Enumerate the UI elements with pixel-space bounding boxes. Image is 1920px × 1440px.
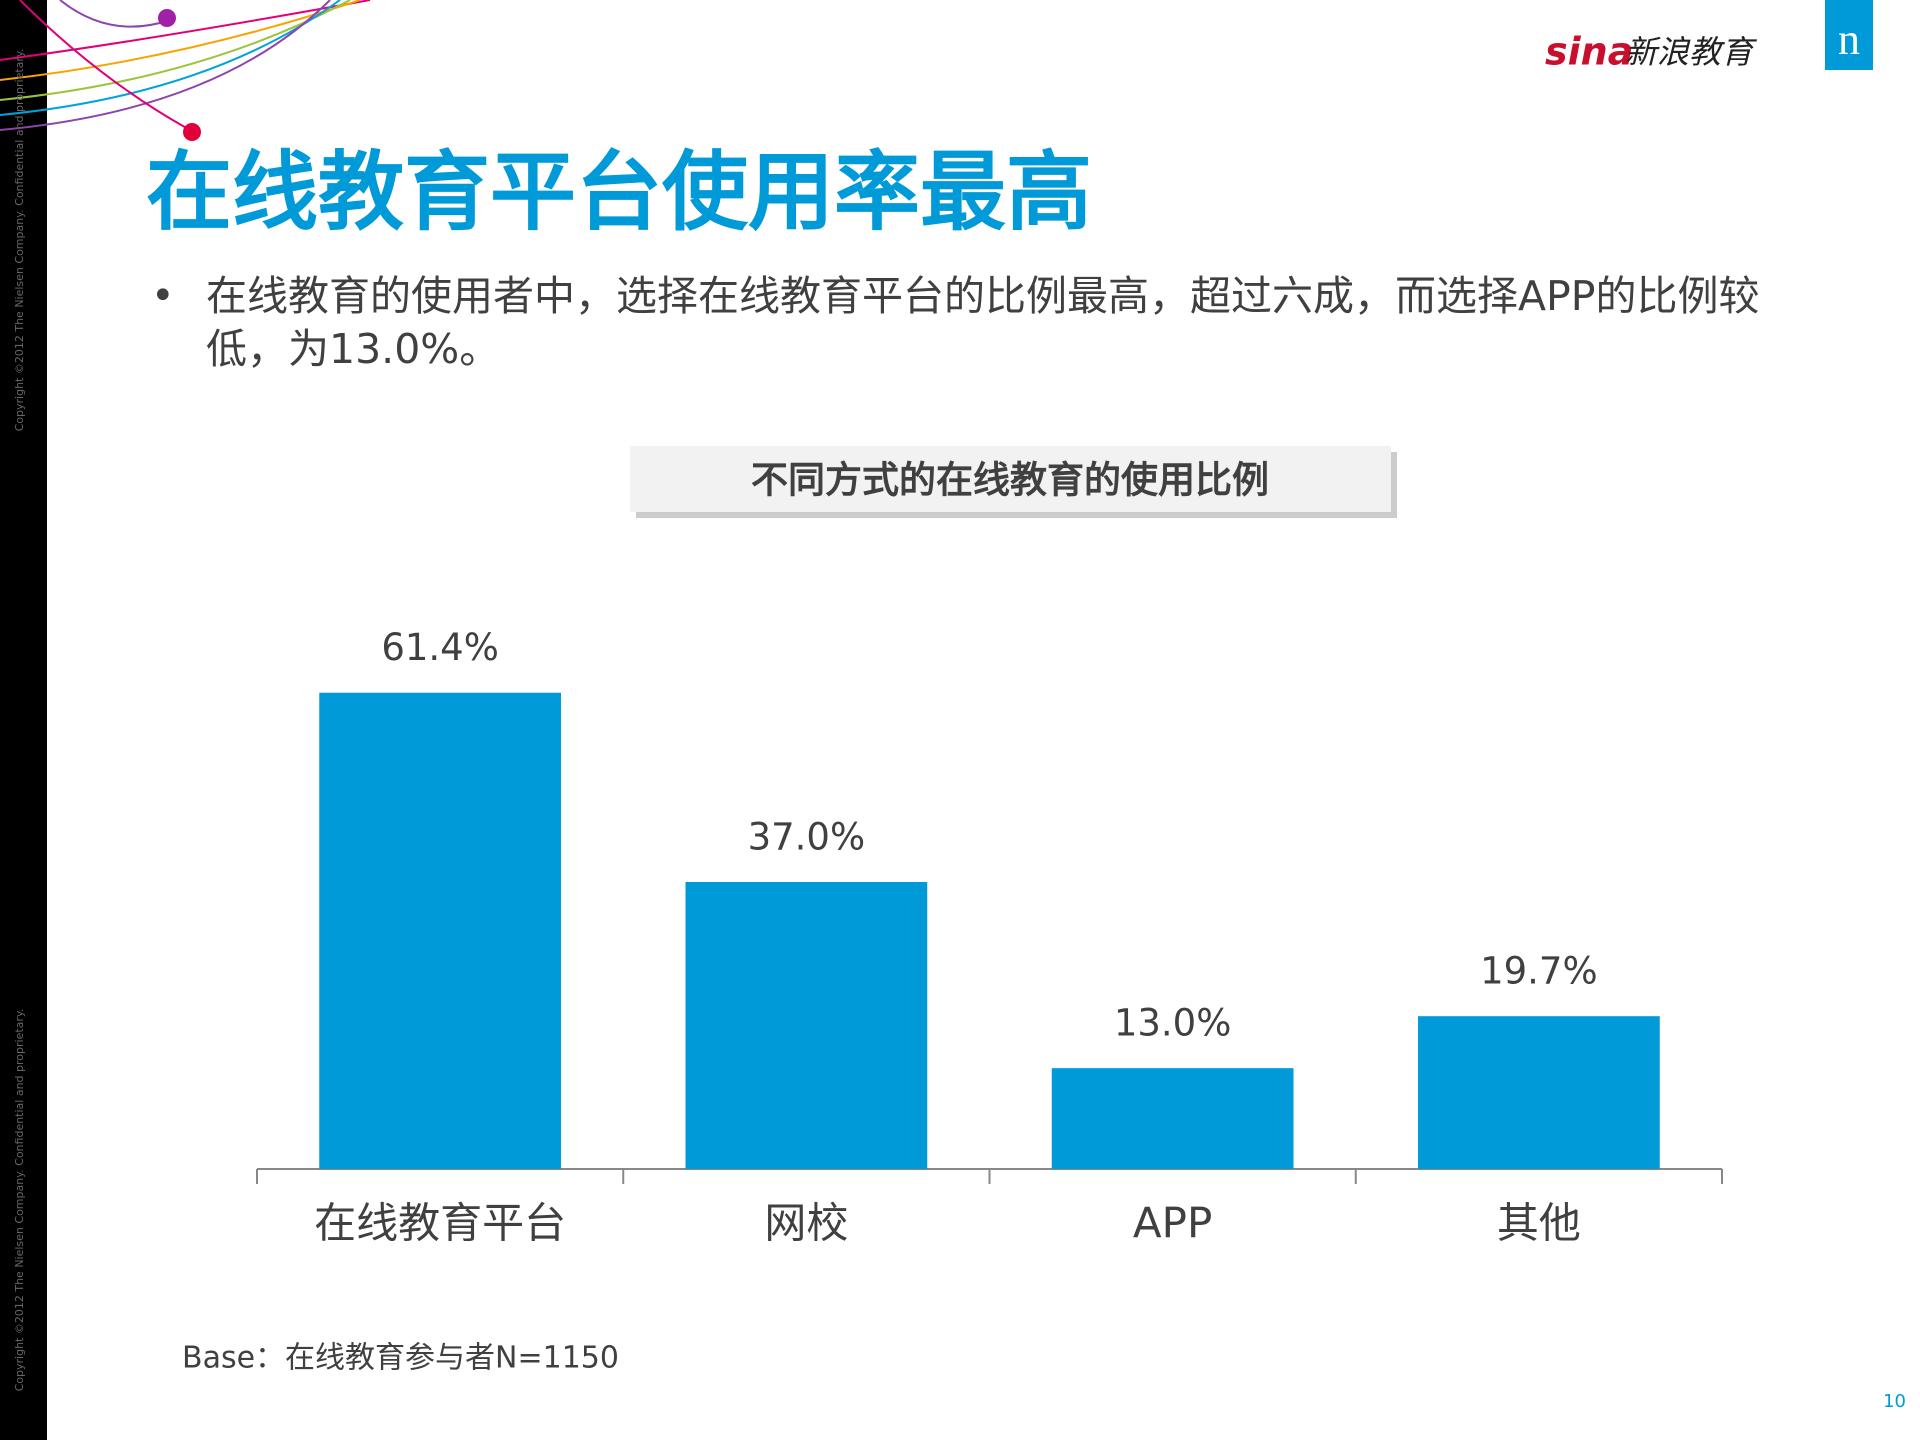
bar [1051,1068,1294,1169]
decor-dot [183,123,201,141]
bar [685,881,928,1169]
x-tick-label: 在线教育平台 [314,1199,566,1248]
sidebar [0,0,47,1440]
bar [319,692,561,1169]
copyright: Copyright ©2012 The Nielsen Company. Con… [13,49,26,432]
logo-text: 新浪教育 [1625,33,1758,71]
chart-title-box [630,446,1391,512]
copyright: Copyright ©2012 The Nielsen Company. Con… [13,1009,26,1392]
base-note: Base：在线教育参与者N=1150 [182,1341,619,1376]
x-tick-label: 其他 [1497,1199,1581,1248]
value-label: 61.4% [381,626,499,669]
decor-arcs [0,0,371,131]
nielsen-letter: n [1838,15,1860,64]
bullet-dot: • [151,273,175,319]
bullet-text: 在线教育的使用者中，选择在线教育平台的比例最高，超过六成，而选择APP的比例较低… [206,272,1760,373]
x-tick-label: APP [1133,1199,1212,1248]
chart-title: 不同方式的在线教育的使用比例 [751,459,1269,502]
decor-dot [158,9,176,27]
value-label: 19.7% [1480,950,1598,993]
slide-title: 在线教育平台使用率最高 [146,142,1092,242]
value-label: 37.0% [748,815,866,858]
nielsen-logo [1825,0,1873,70]
value-label: 13.0% [1114,1002,1232,1045]
page-number: 10 [1883,1391,1906,1412]
logo-sina: sina [1545,30,1633,74]
x-tick-label: 网校 [764,1199,848,1248]
bar [1418,1016,1660,1169]
